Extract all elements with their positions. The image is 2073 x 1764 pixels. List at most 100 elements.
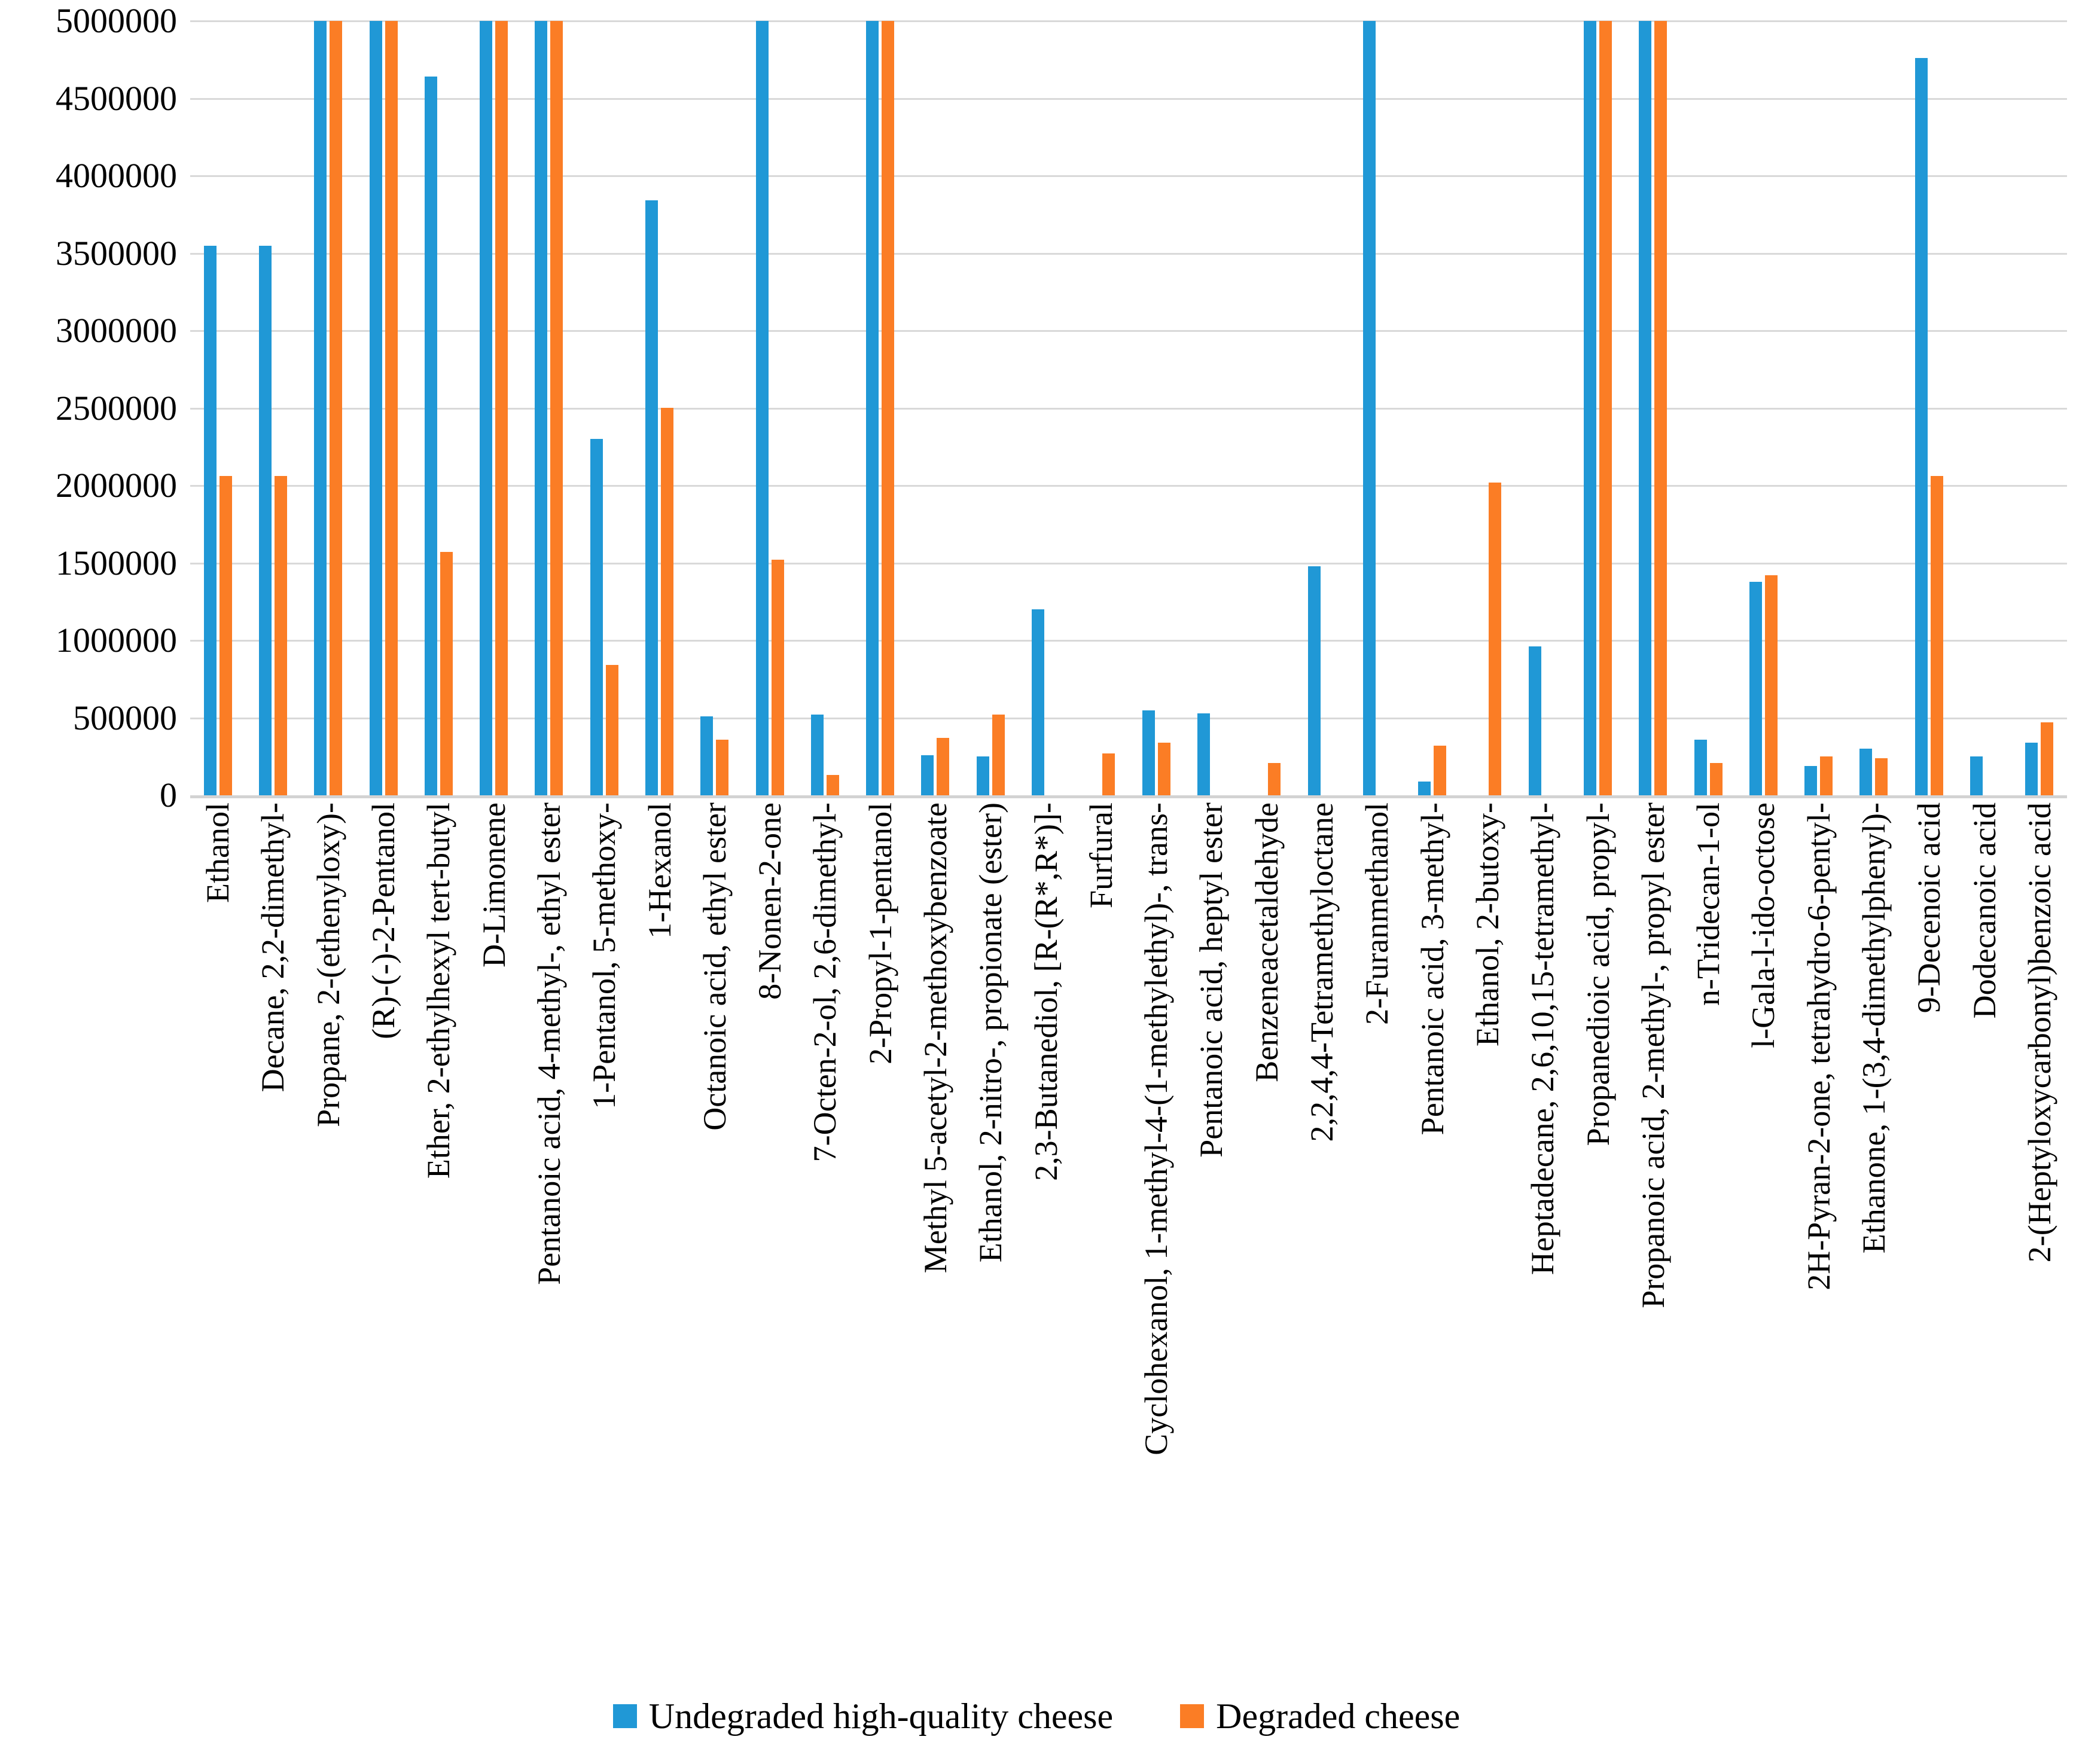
bar-degraded: [716, 740, 728, 795]
x-axis-category-label: Ethanol: [200, 802, 236, 903]
bar-degraded: [440, 552, 453, 795]
bar-undegraded: [1639, 21, 1651, 795]
bar-degraded: [661, 408, 673, 795]
bar-undegraded: [1749, 582, 1762, 795]
bar-undegraded: [1197, 713, 1210, 795]
gridline: [190, 562, 2067, 564]
bar-undegraded: [535, 21, 547, 795]
legend-item-undegraded: Undegraded high-quality cheese: [612, 1696, 1114, 1736]
bar-undegraded: [1915, 58, 1928, 795]
gridline: [190, 252, 2067, 255]
bar-undegraded: [1308, 566, 1321, 795]
bar-degraded: [606, 665, 618, 795]
bar-degraded: [550, 21, 563, 795]
x-axis-category-label: (R)-(-)-2-Pentanol: [365, 802, 401, 1039]
x-axis-line: [190, 795, 2067, 798]
legend-label-degraded: Degraded cheese: [1216, 1696, 1461, 1736]
x-axis-category-label: 2-Propyl-1-pentanol: [862, 802, 898, 1064]
y-axis-tick-label: 2000000: [56, 466, 177, 505]
bar-undegraded: [977, 756, 989, 795]
legend: Undegraded high-quality cheese Degraded …: [0, 1697, 2073, 1735]
bar-undegraded: [1032, 609, 1044, 795]
bar-undegraded: [425, 77, 437, 795]
bar-undegraded: [259, 246, 272, 795]
gridline: [190, 640, 2067, 642]
x-axis-category-label: 1-Hexanol: [642, 802, 678, 939]
bar-undegraded: [1142, 710, 1155, 795]
bar-degraded: [330, 21, 342, 795]
x-axis-category-label: 2,3-Butanediol, [R-(R*,R*)]-: [1028, 802, 1064, 1181]
bar-degraded: [882, 21, 894, 795]
x-axis-category-label: Dodecanoic acid: [1967, 802, 2002, 1019]
bar-degraded: [1102, 753, 1115, 795]
gridline: [190, 175, 2067, 177]
x-axis-category-label: 2-(Heptyloxycarbonyl)benzoic acid: [2022, 802, 2057, 1263]
bar-degraded: [2041, 722, 2053, 795]
x-axis-category-label: 2-Furanmethanol: [1359, 802, 1395, 1025]
bar-undegraded: [866, 21, 879, 795]
bar-undegraded: [204, 246, 217, 795]
x-axis-category-label: 1-Pentanol, 5-methoxy-: [586, 802, 622, 1109]
bar-degraded: [220, 476, 232, 795]
x-axis-category-label: Pentanoic acid, 4-methyl-, ethyl ester: [531, 802, 567, 1285]
gridline: [190, 97, 2067, 100]
x-axis-category-label: D-Limonene: [476, 802, 512, 968]
bar-undegraded: [2025, 743, 2038, 795]
bar-undegraded: [811, 715, 824, 795]
x-axis-category-label: Ethanone, 1-(3,4-dimethylphenyl)-: [1856, 802, 1892, 1254]
x-axis-category-label: l-Gala-l-ido-octose: [1745, 802, 1781, 1048]
legend-swatch-undegraded-icon: [612, 1704, 637, 1728]
legend-label-undegraded: Undegraded high-quality cheese: [648, 1696, 1114, 1736]
gridline: [190, 485, 2067, 487]
bar-degraded: [827, 775, 839, 795]
bar-undegraded: [370, 21, 382, 795]
y-axis-tick-label: 4500000: [56, 78, 177, 118]
x-axis-category-label: Pentanoic acid, 3-methyl-: [1414, 802, 1450, 1136]
bar-undegraded: [1970, 756, 1983, 795]
bar-degraded: [1710, 763, 1723, 795]
bar-degraded: [1268, 763, 1281, 795]
bar-degraded: [385, 21, 398, 795]
y-axis-tick-label: 1000000: [56, 621, 177, 660]
bar-degraded: [1875, 758, 1888, 795]
bar-degraded: [992, 715, 1005, 795]
bar-undegraded: [1584, 21, 1596, 795]
x-axis-category-label: Heptadecane, 2,6,10,15-tetramethyl-: [1525, 802, 1560, 1275]
bar-degraded: [495, 21, 508, 795]
x-axis-category-label: Methyl 5-acetyl-2-methoxybenzoate: [917, 802, 953, 1274]
x-axis-category-label: Octanoic acid, ethyl ester: [697, 802, 733, 1131]
y-axis-tick-label: 4000000: [56, 156, 177, 195]
bar-undegraded: [314, 21, 327, 795]
gridline: [190, 20, 2067, 22]
y-axis-tick-label: 3500000: [56, 233, 177, 273]
bar-undegraded: [1363, 21, 1376, 795]
bar-degraded: [1489, 483, 1501, 795]
x-axis-category-label: Propanoic acid, 2-methyl-, propyl ester: [1635, 802, 1671, 1308]
bar-degraded: [275, 476, 287, 795]
x-axis-category-label: 8-Nonen-2-one: [752, 802, 788, 1000]
x-axis-category-label: Propanedioic acid, propyl-: [1580, 802, 1616, 1146]
x-axis-category-label: Furfural: [1083, 802, 1119, 908]
y-axis-tick-label: 0: [160, 776, 177, 814]
bar-degraded: [1820, 756, 1833, 795]
y-axis-tick-label: 1500000: [56, 543, 177, 582]
x-axis-category-label: Cyclohexanol, 1-methyl-4-(1-methylethyl)…: [1138, 802, 1174, 1455]
bar-degraded: [772, 560, 784, 795]
gridline: [190, 717, 2067, 719]
x-axis-category-label: Propane, 2-(ethenyloxy)-: [310, 802, 346, 1127]
y-axis-tick-label: 5000000: [56, 1, 177, 40]
bar-undegraded: [1418, 782, 1431, 795]
bar-undegraded: [700, 716, 713, 795]
gridline: [190, 330, 2067, 332]
bar-undegraded: [645, 200, 658, 795]
bar-undegraded: [1694, 740, 1707, 795]
x-axis-category-label: Pentanoic acid, heptyl ester: [1193, 802, 1229, 1158]
bar-undegraded: [480, 21, 492, 795]
x-axis-category-label: 2,2,4,4-Tetramethyloctane: [1304, 802, 1340, 1142]
x-axis-category-label: 2H-Pyran-2-one, tetrahydro-6-pentyl-: [1801, 802, 1837, 1290]
y-axis-tick-label: 500000: [73, 698, 177, 737]
x-axis-category-label: Ethanol, 2-nitro-, propionate (ester): [973, 802, 1008, 1263]
bar-undegraded: [1859, 749, 1872, 795]
y-axis-tick-label: 2500000: [56, 388, 177, 428]
